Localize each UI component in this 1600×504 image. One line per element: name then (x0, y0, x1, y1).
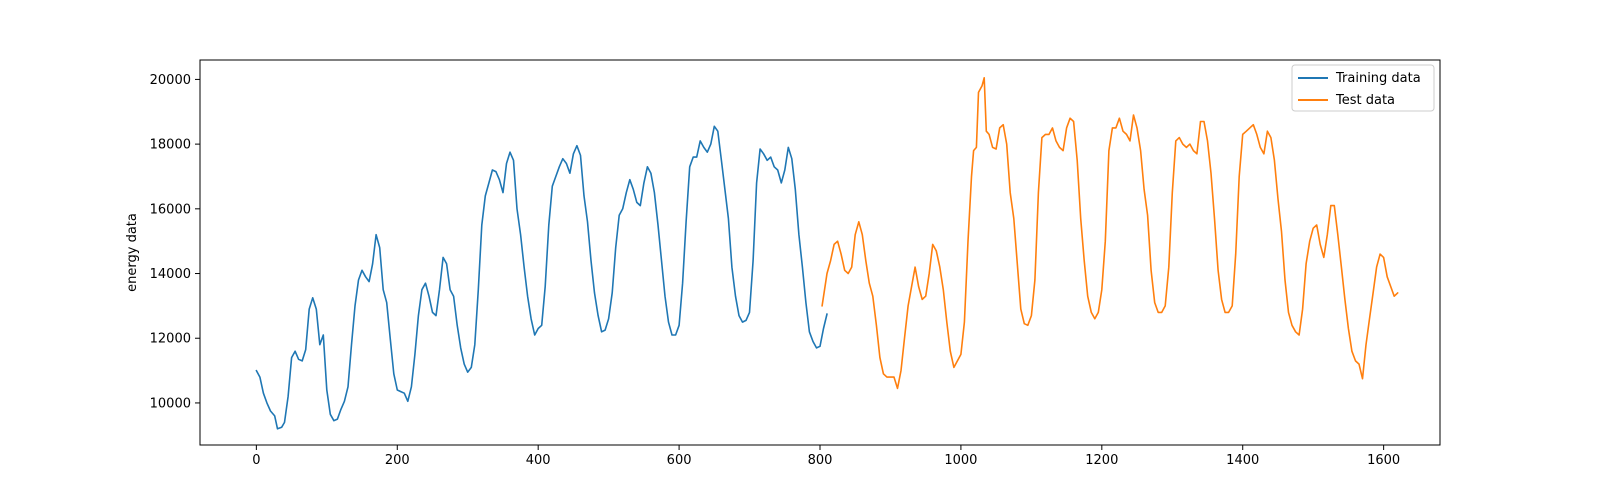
x-axis-ticks: 0 200 400 600 800 1000 1200 1400 1600 (252, 445, 1400, 468)
y-axis-label: energy data (125, 213, 140, 292)
x-tick-label: 0 (252, 453, 260, 468)
x-tick-label: 1400 (1226, 453, 1259, 468)
y-tick-label: 20000 (150, 73, 191, 88)
plot-area (199, 59, 1441, 446)
series-layer (255, 77, 1399, 430)
x-tick-label: 200 (385, 453, 410, 468)
y-axis-ticks: 10000 12000 14000 16000 18000 20000 (150, 73, 200, 411)
x-tick-label: 1000 (944, 453, 977, 468)
x-tick-label: 1200 (1085, 453, 1118, 468)
series-line-training (255, 125, 828, 430)
y-tick-label: 16000 (150, 202, 191, 217)
series-line-test (821, 77, 1399, 390)
x-tick-label: 600 (667, 453, 692, 468)
x-tick-label: 800 (808, 453, 833, 468)
legend-label-test: Test data (1335, 93, 1395, 108)
legend: Training data Test data (1291, 64, 1435, 112)
y-tick-label: 10000 (150, 396, 191, 411)
x-tick-label: 400 (526, 453, 551, 468)
legend-label-training: Training data (1335, 71, 1421, 86)
y-tick-label: 18000 (150, 138, 191, 153)
y-tick-label: 12000 (150, 332, 191, 347)
y-tick-label: 14000 (150, 267, 191, 282)
x-tick-label: 1600 (1367, 453, 1400, 468)
